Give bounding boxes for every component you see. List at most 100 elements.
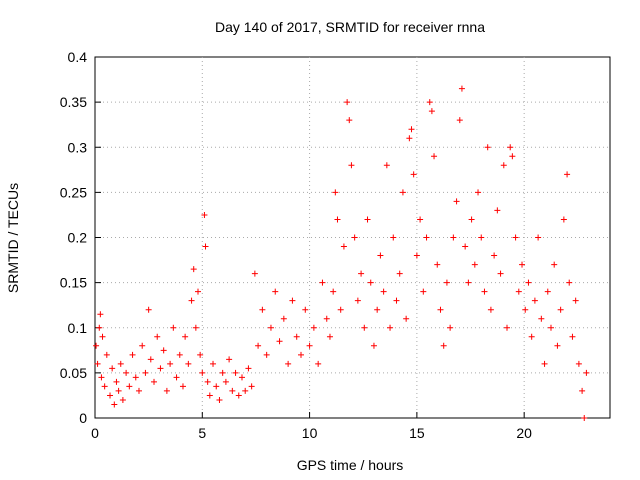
data-point [259, 306, 266, 313]
data-point [358, 270, 365, 277]
data-point [354, 297, 361, 304]
data-point [413, 252, 420, 259]
chart-title: Day 140 of 2017, SRMTID for receiver rnn… [215, 19, 485, 35]
data-point [509, 153, 516, 160]
data-point [111, 401, 118, 408]
y-tick-label: 0.25 [60, 184, 87, 200]
data-point [222, 378, 229, 385]
data-point [232, 369, 239, 376]
data-point [566, 279, 573, 286]
data-point [142, 369, 149, 376]
data-point [289, 297, 296, 304]
y-tick-label: 0.3 [68, 139, 88, 155]
data-point [538, 315, 545, 322]
data-point [443, 279, 450, 286]
data-point [560, 216, 567, 223]
y-tick-label: 0.1 [68, 320, 88, 336]
data-point [462, 243, 469, 250]
data-point [245, 365, 252, 372]
data-point [453, 198, 460, 205]
data-point [456, 117, 463, 124]
data-point [334, 216, 341, 223]
data-point [383, 162, 390, 169]
data-point [579, 387, 586, 394]
data-point [390, 234, 397, 241]
data-point [458, 85, 465, 92]
data-point [276, 338, 283, 345]
data-point [551, 261, 558, 268]
data-point [515, 288, 522, 295]
data-point [323, 315, 330, 322]
x-tick-label: 20 [516, 425, 532, 441]
data-point [557, 306, 564, 313]
data-point [109, 365, 116, 372]
data-point [129, 351, 136, 358]
data-point [572, 297, 579, 304]
data-point [103, 351, 110, 358]
x-tick-label: 15 [409, 425, 425, 441]
data-point [263, 351, 270, 358]
y-tick-label: 0.4 [68, 49, 88, 65]
data-point [364, 216, 371, 223]
data-point [393, 297, 400, 304]
data-point [346, 117, 353, 124]
data-point [541, 360, 548, 367]
data-point [229, 387, 236, 394]
data-point [374, 306, 381, 313]
data-point [226, 356, 233, 363]
data-point [569, 333, 576, 340]
data-point [139, 342, 146, 349]
data-point [437, 306, 444, 313]
data-point [272, 288, 279, 295]
data-point [135, 387, 142, 394]
data-point [238, 374, 245, 381]
data-point [173, 374, 180, 381]
data-point [554, 342, 561, 349]
data-point [340, 243, 347, 250]
data-point [583, 369, 590, 376]
data-point [417, 216, 424, 223]
data-point [115, 387, 122, 394]
data-point [255, 342, 262, 349]
data-point [151, 378, 158, 385]
data-series [93, 85, 590, 421]
data-point [147, 356, 154, 363]
data-point [206, 392, 213, 399]
data-point [107, 392, 114, 399]
y-tick-label: 0.15 [60, 275, 87, 291]
data-point [491, 252, 498, 259]
data-point [484, 144, 491, 151]
data-point [154, 333, 161, 340]
data-point [119, 396, 126, 403]
data-point [465, 279, 472, 286]
y-tick-label: 0 [79, 410, 87, 426]
data-point [210, 360, 217, 367]
data-point [519, 261, 526, 268]
data-point [242, 387, 249, 394]
data-point [199, 369, 206, 376]
y-tick-label: 0.35 [60, 94, 87, 110]
data-point [478, 234, 485, 241]
data-point [179, 383, 186, 390]
data-point [507, 144, 514, 151]
data-point [377, 252, 384, 259]
data-point [525, 279, 532, 286]
data-point [315, 360, 322, 367]
data-point [544, 288, 551, 295]
data-point [426, 99, 433, 106]
data-point [188, 297, 195, 304]
data-point [399, 189, 406, 196]
data-point [410, 171, 417, 178]
data-point [535, 234, 542, 241]
data-point [280, 315, 287, 322]
data-point [468, 216, 475, 223]
x-axis: 0 5 10 15 20 [91, 412, 532, 441]
data-point [98, 374, 105, 381]
data-point [163, 387, 170, 394]
y-tick-label: 0.05 [60, 365, 87, 381]
data-point [216, 396, 223, 403]
data-point [450, 234, 457, 241]
data-point [423, 234, 430, 241]
data-point [113, 378, 120, 385]
data-point [522, 306, 529, 313]
